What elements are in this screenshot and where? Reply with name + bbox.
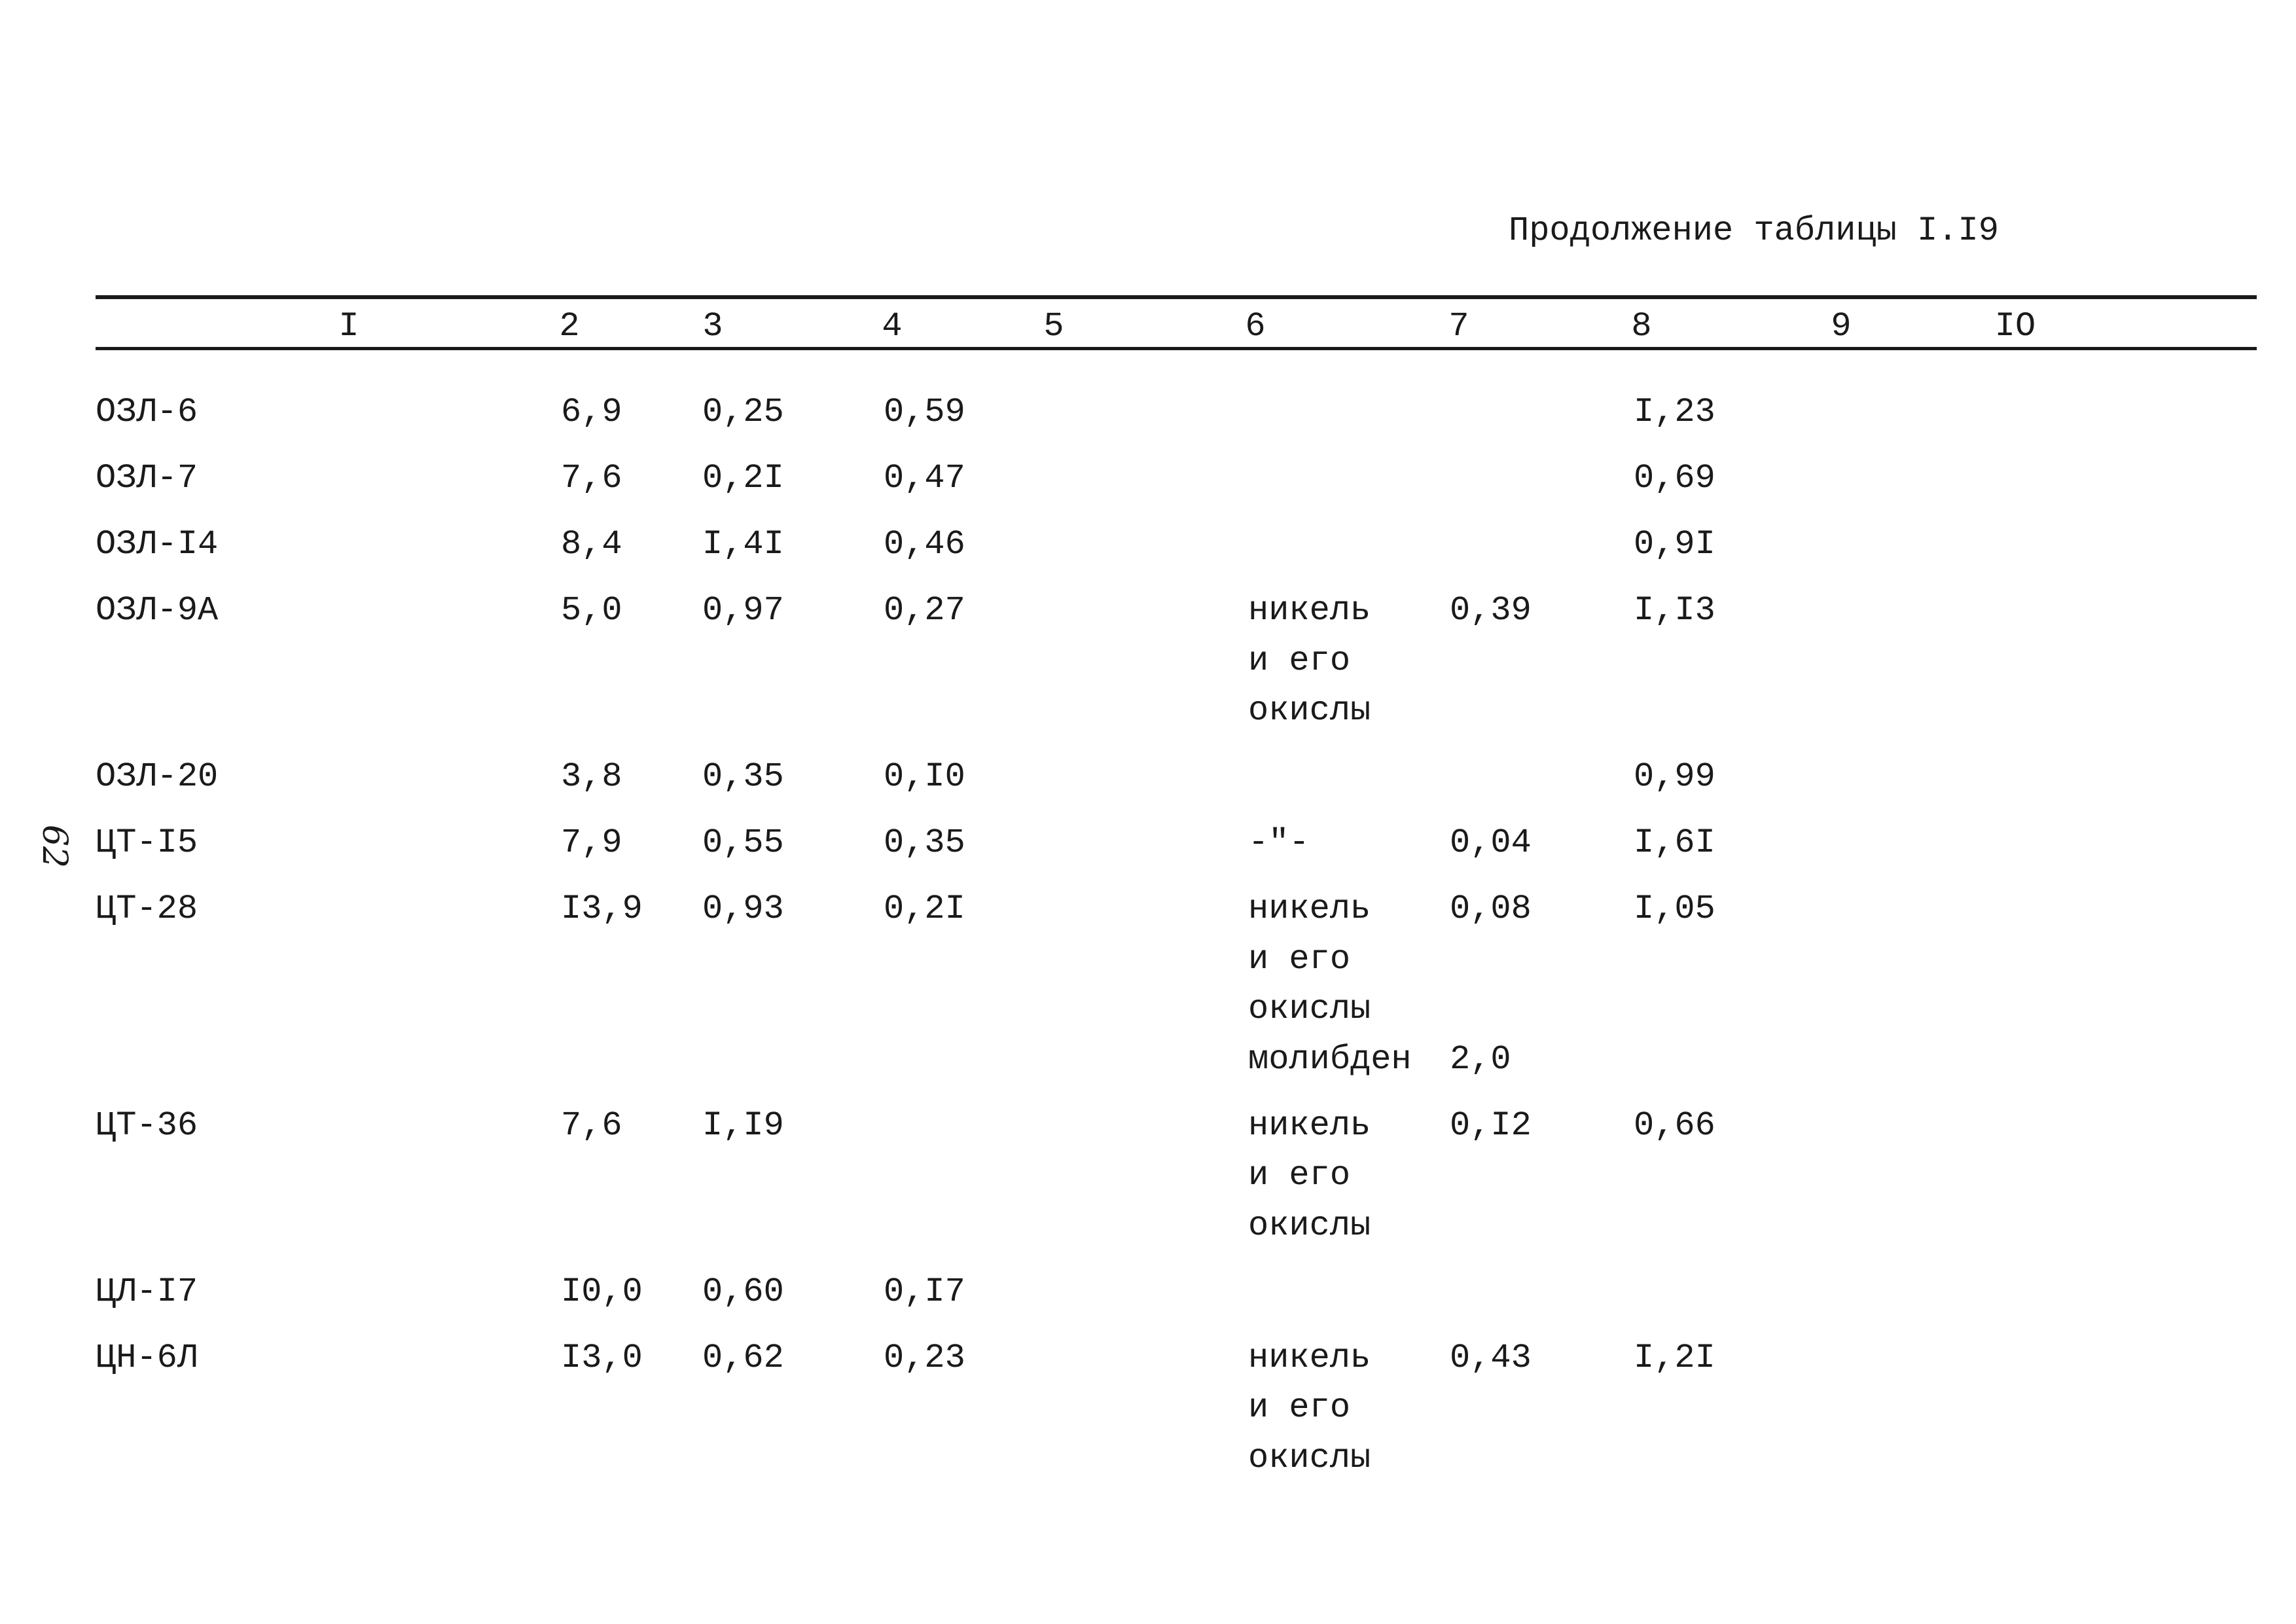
cell: 0,35 (702, 757, 784, 796)
column-header: 3 (702, 307, 723, 346)
cell: никель (1248, 1338, 1371, 1377)
cell: 0,62 (702, 1338, 784, 1377)
margin-note: 62 (35, 824, 75, 869)
cell: 0,69 (1634, 459, 1715, 497)
top-rule (96, 295, 2257, 299)
cell: I3,9 (561, 890, 643, 928)
cell: I,I9 (702, 1106, 784, 1145)
cell: 0,I7 (884, 1272, 965, 1311)
cell: и его (1248, 641, 1351, 680)
cell: 8,4 (561, 525, 622, 564)
column-header: 5 (1043, 307, 1064, 346)
cell: 0,27 (884, 591, 965, 630)
column-header: 6 (1245, 307, 1266, 346)
cell: никель (1248, 1106, 1371, 1145)
header-rule (96, 347, 2257, 350)
cell: 0,46 (884, 525, 965, 564)
cell: 0,60 (702, 1272, 784, 1311)
column-header: IO (1994, 307, 2036, 346)
cell: 0,35 (884, 823, 965, 862)
cell: 0,23 (884, 1338, 965, 1377)
cell: I,4I (702, 525, 784, 564)
caption: Продолжение таблицы I.I9 (1509, 211, 1999, 250)
row-label: ЦТ-36 (96, 1106, 198, 1145)
cell: 0,99 (1634, 757, 1715, 796)
cell: 0,04 (1450, 823, 1532, 862)
cell: никель (1248, 890, 1371, 928)
cell: 3,8 (561, 757, 622, 796)
row-label: ОЗЛ-9А (96, 591, 219, 630)
cell: 2,0 (1450, 1039, 1511, 1079)
cell: I,2I (1634, 1338, 1715, 1377)
cell: окислы (1248, 1206, 1371, 1245)
cell: 0,66 (1634, 1106, 1715, 1145)
row-label: ЦТ-I5 (96, 823, 198, 862)
cell: I,23 (1634, 393, 1715, 431)
cell: и его (1248, 939, 1351, 979)
row-label: ОЗЛ-I4 (96, 525, 219, 564)
cell: 5,0 (561, 591, 622, 630)
cell: 0,2I (702, 459, 784, 497)
cell: молибден (1248, 1039, 1412, 1079)
cell: и его (1248, 1388, 1351, 1427)
cell: 0,39 (1450, 591, 1532, 630)
row-label: ОЗЛ-7 (96, 459, 198, 497)
cell: 7,6 (561, 1106, 622, 1145)
cell: I0,0 (561, 1272, 643, 1311)
column-header: 9 (1831, 307, 1852, 346)
cell: 0,I2 (1450, 1106, 1532, 1145)
column-header: 7 (1448, 307, 1469, 346)
column-header: 2 (559, 307, 580, 346)
row-label: ЦТ-28 (96, 890, 198, 928)
cell: 6,9 (561, 393, 622, 431)
cell: никель (1248, 591, 1371, 630)
column-header: I (338, 307, 359, 346)
cell: I,6I (1634, 823, 1715, 862)
cell: 0,I0 (884, 757, 965, 796)
row-label: ЦН-6Л (96, 1338, 198, 1377)
cell: -"- (1248, 823, 1310, 862)
cell: 7,6 (561, 459, 622, 497)
cell: 0,59 (884, 393, 965, 431)
cell: окислы (1248, 990, 1371, 1028)
cell: 0,08 (1450, 890, 1532, 928)
column-header: 4 (882, 307, 903, 346)
row-label: ЦЛ-I7 (96, 1272, 198, 1311)
cell: I,05 (1634, 890, 1715, 928)
row-label: ОЗЛ-6 (96, 393, 198, 431)
cell: окислы (1248, 691, 1371, 730)
cell: I,I3 (1634, 591, 1715, 630)
cell: 0,93 (702, 890, 784, 928)
cell: 7,9 (561, 823, 622, 862)
cell: окислы (1248, 1438, 1371, 1477)
cell: 0,25 (702, 393, 784, 431)
cell: 0,9I (1634, 525, 1715, 564)
cell: 0,2I (884, 890, 965, 928)
cell: 0,47 (884, 459, 965, 497)
cell: 0,55 (702, 823, 784, 862)
column-header: 8 (1631, 307, 1652, 346)
row-label: ОЗЛ-20 (96, 757, 219, 796)
cell: 0,43 (1450, 1338, 1532, 1377)
cell: 0,97 (702, 591, 784, 630)
cell: и его (1248, 1156, 1351, 1195)
cell: I3,0 (561, 1338, 643, 1377)
